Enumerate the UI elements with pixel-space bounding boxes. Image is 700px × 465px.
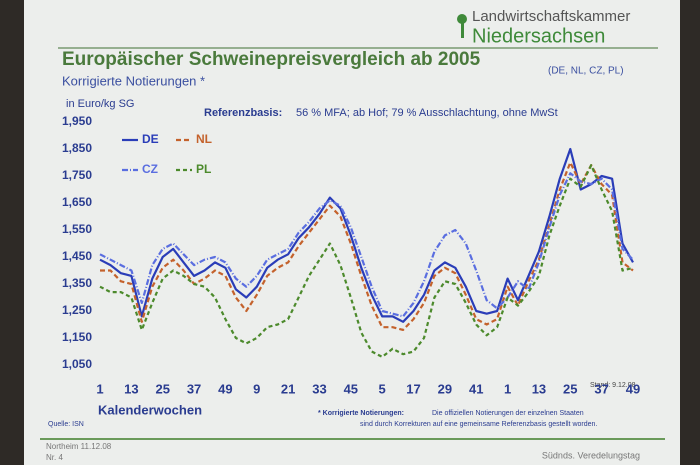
- x-tick-label: 13: [532, 381, 546, 396]
- x-tick-label: 49: [626, 381, 640, 396]
- x-tick-label: 21: [281, 381, 295, 396]
- legend-label: NL: [196, 132, 212, 146]
- series-line: [99, 164, 634, 358]
- legend-label: PL: [196, 162, 211, 176]
- reference-label: Referenzbasis:: [204, 107, 282, 119]
- y-tick-label: 1,650: [62, 195, 92, 209]
- source-note: Quelle: ISN: [48, 421, 84, 428]
- logo-mark: [457, 14, 467, 24]
- x-tick-label: 13: [124, 381, 138, 396]
- footnote-text: Die offiziellen Notierungen der einzelne…: [432, 410, 584, 417]
- y-tick-label: 1,950: [62, 114, 92, 128]
- x-tick-label: 1: [504, 381, 511, 396]
- logo-stem: [461, 22, 464, 38]
- x-tick-label: 25: [155, 381, 169, 396]
- y-tick-label: 1,050: [62, 357, 92, 371]
- x-tick-label: 45: [344, 381, 358, 396]
- footer-place: Northeim 11.12.08: [46, 442, 112, 451]
- y-tick-label: 1,250: [62, 303, 92, 317]
- x-axis-label: Kalenderwochen: [98, 402, 202, 417]
- x-tick-label: 5: [379, 381, 386, 396]
- footnote-label: * Korrigierte Notierungen:: [318, 410, 404, 417]
- x-tick-label: 9: [253, 381, 260, 396]
- stand-note: Stand: 9.12.08: [590, 382, 636, 389]
- chart-title: Europäischer Schweinepreisvergleich ab 2…: [62, 49, 481, 70]
- x-tick-label: 17: [406, 381, 420, 396]
- x-tick-label: 37: [594, 381, 608, 396]
- x-tick-label: 41: [469, 381, 483, 396]
- chart-subtitle: Korrigierte Notierungen *: [62, 73, 205, 88]
- footer-event: Südnds. Veredelungstag: [542, 450, 640, 460]
- x-tick-label: 33: [312, 381, 326, 396]
- legend-label: CZ: [142, 162, 158, 176]
- y-tick-label: 1,550: [62, 222, 92, 236]
- series-line: [99, 172, 634, 318]
- y-tick-label: 1,450: [62, 249, 92, 263]
- y-tick-label: 1,150: [62, 330, 92, 344]
- y-axis-label: in Euro/kg SG: [66, 98, 134, 110]
- title-note: (DE, NL, CZ, PL): [548, 66, 624, 77]
- y-tick-label: 1,350: [62, 276, 92, 290]
- x-tick-label: 37: [187, 381, 201, 396]
- x-tick-label: 29: [438, 381, 452, 396]
- y-tick-label: 1,750: [62, 168, 92, 182]
- x-tick-label: 1: [96, 381, 103, 396]
- y-tick-label: 1,850: [62, 141, 92, 155]
- logo-text: Landwirtschaftskammer: [472, 8, 630, 25]
- series-line: [99, 147, 634, 323]
- footnote-text: sind durch Korrekturen auf eine gemeinsa…: [360, 421, 597, 428]
- reference-text: 56 % MFA; ab Hof; 79 % Ausschlachtung, o…: [296, 107, 558, 119]
- footer-number: Nr. 4: [46, 453, 63, 462]
- legend-label: DE: [142, 132, 159, 146]
- x-tick-label: 25: [563, 381, 577, 396]
- logo-text: Niedersachsen: [472, 25, 605, 47]
- x-tick-label: 49: [218, 381, 232, 396]
